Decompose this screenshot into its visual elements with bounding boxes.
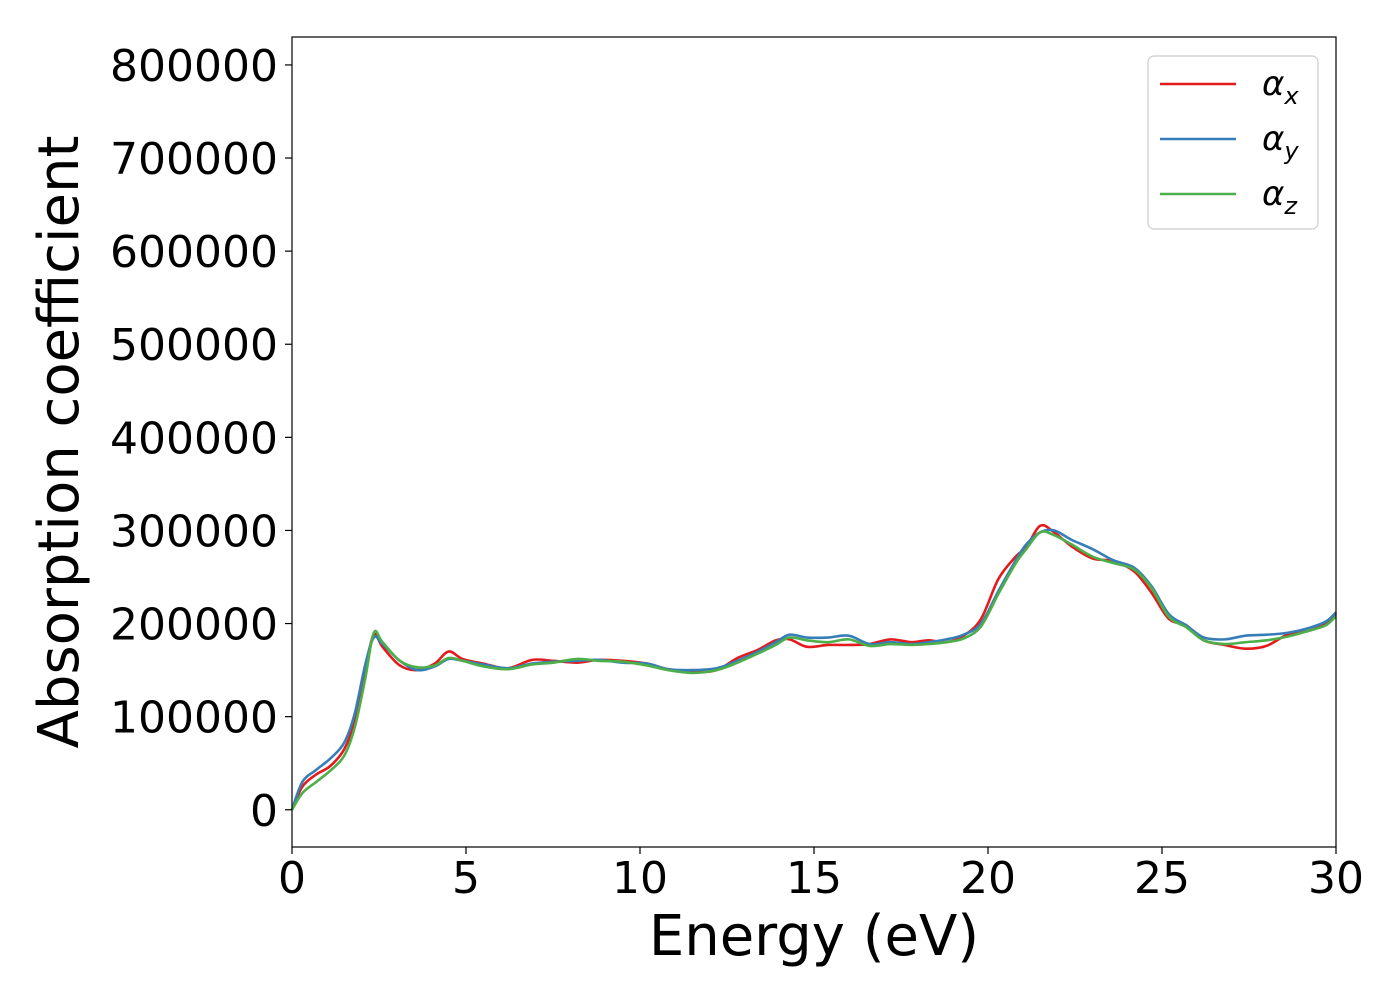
- y-tick-label: 800000: [110, 41, 278, 92]
- x-tick-label: 20: [960, 853, 1016, 904]
- x-tick-label: 25: [1134, 853, 1190, 904]
- y-tick-label: 500000: [110, 320, 278, 371]
- x-tick-label: 30: [1308, 853, 1364, 904]
- y-axis: 0 100000 200000 300000 400000 500000 600000 700…: [110, 41, 292, 837]
- x-tick-label: 0: [278, 853, 306, 904]
- y-tick-label: 300000: [110, 506, 278, 557]
- x-tick-label: 15: [786, 853, 842, 904]
- y-tick-label: 600000: [110, 227, 278, 278]
- series-line-z: [290, 530, 1337, 811]
- y-tick-label: 700000: [110, 134, 278, 185]
- x-tick-label: 5: [452, 853, 480, 904]
- y-tick-label: 100000: [110, 693, 278, 744]
- legend-label-y: αy: [1262, 119, 1299, 165]
- series-line-x: [290, 523, 1337, 811]
- x-axis: 0 5 10 15 20 25 30: [278, 847, 1364, 904]
- legend-box: [1147, 55, 1319, 230]
- y-tick-label: 400000: [110, 413, 278, 464]
- y-axis-title: Absorption coefficient: [27, 136, 92, 749]
- legend-subscript-y: y: [1283, 137, 1299, 165]
- series-layer: [290, 523, 1337, 811]
- x-axis-title: Energy (eV): [649, 904, 979, 969]
- y-tick-label: 0: [250, 786, 278, 837]
- legend-subscript-x: x: [1283, 82, 1299, 110]
- legend-subscript-z: z: [1283, 192, 1298, 220]
- y-tick-label: 200000: [110, 600, 278, 651]
- x-tick-label: 10: [612, 853, 668, 904]
